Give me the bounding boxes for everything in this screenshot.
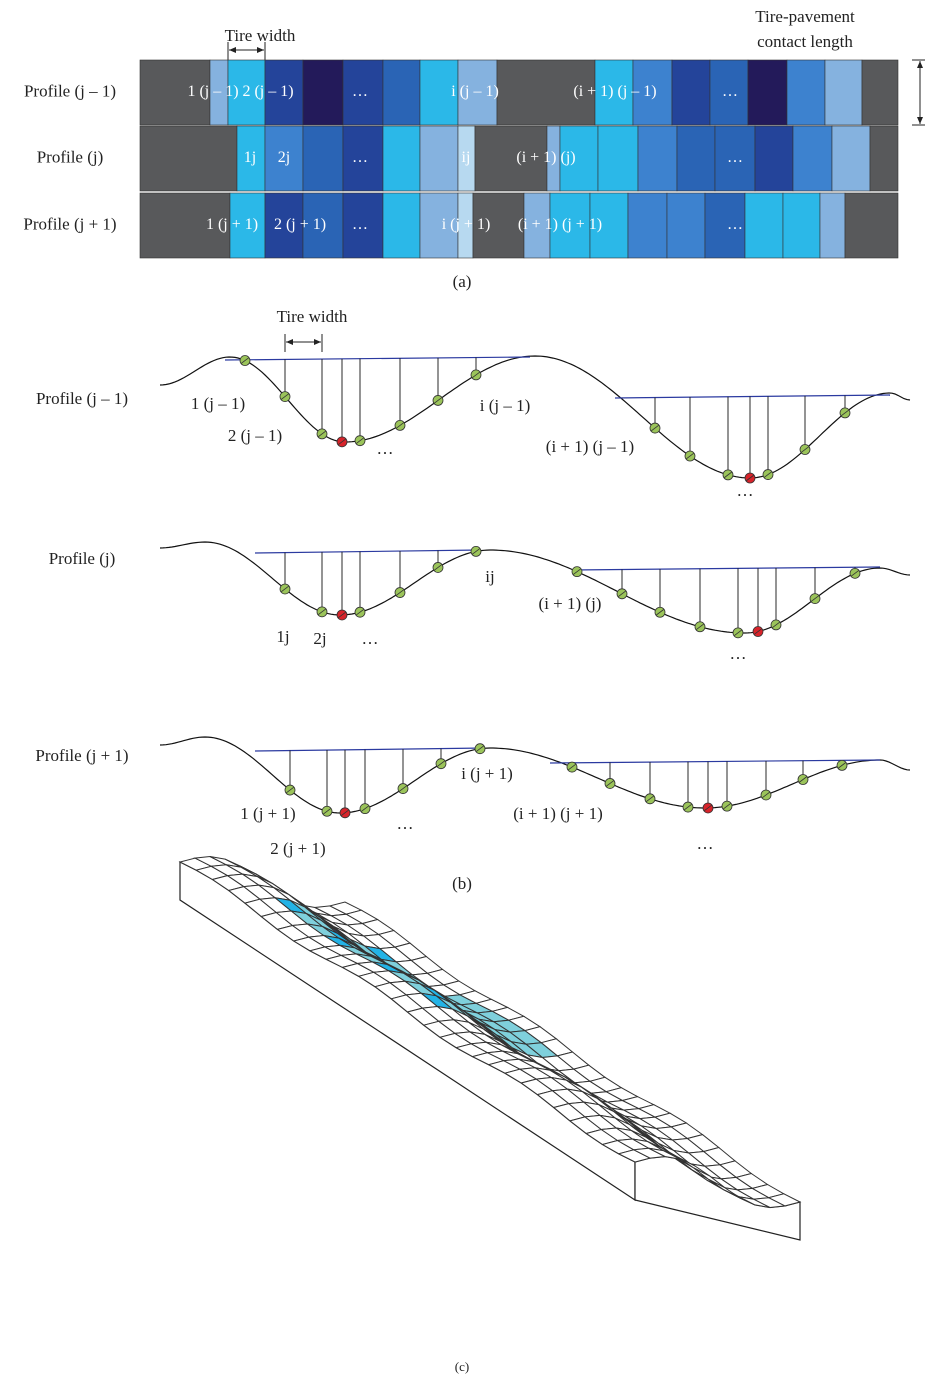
cell: [638, 126, 677, 191]
cell: [870, 126, 898, 191]
cell-label: 2j: [278, 149, 290, 166]
cell-label: i (j – 1): [451, 83, 499, 100]
cell: [820, 193, 845, 258]
profile-label: Profile (j + 1): [35, 746, 128, 765]
slab-side: [180, 862, 635, 1200]
cell-label: 1 (j + 1): [206, 216, 258, 233]
cell: [825, 60, 862, 125]
tire-width-label: Tire width: [225, 26, 296, 45]
point-label: (i + 1) (j + 1): [513, 804, 603, 823]
profile-label: Profile (j – 1): [36, 389, 128, 408]
point-label: 2j: [313, 629, 326, 648]
row-label: Profile (j + 1): [23, 214, 116, 233]
cell-label: 2 (j + 1): [274, 216, 326, 233]
cell: [383, 193, 420, 258]
point-label: …: [737, 481, 754, 500]
contact-length-label: contact length: [757, 32, 853, 51]
point-label: (i + 1) (j – 1): [546, 437, 634, 456]
cell-label: …: [352, 216, 368, 233]
cell-label: 2 (j – 1): [242, 83, 293, 100]
cell: [303, 60, 343, 125]
cell: [677, 126, 715, 191]
cell: [845, 193, 898, 258]
point-label: 2 (j – 1): [228, 426, 282, 445]
cell: [667, 193, 705, 258]
caption: (a): [453, 272, 472, 291]
cell-label: (i + 1) (j – 1): [573, 83, 656, 100]
reference-line: [572, 567, 880, 570]
point-label: …: [377, 439, 394, 458]
point-label: …: [697, 834, 714, 853]
point-label: i (j – 1): [480, 396, 531, 415]
cell: [745, 193, 783, 258]
cell: [140, 126, 237, 191]
point-label: 2 (j + 1): [270, 839, 325, 858]
point-label: 1j: [276, 627, 289, 646]
point-label: ij: [485, 567, 494, 586]
point-label: …: [397, 814, 414, 833]
cell-label: 1j: [244, 149, 256, 166]
cell: [862, 60, 898, 125]
cell: [755, 126, 793, 191]
cell-label: …: [727, 149, 743, 166]
cell: [420, 126, 458, 191]
caption: (c): [455, 1359, 469, 1374]
cell: [787, 60, 825, 125]
cell: [672, 60, 710, 125]
reference-line: [225, 357, 530, 360]
profile-curve: [160, 542, 910, 633]
reference-line: [255, 748, 485, 751]
row-label: Profile (j): [37, 147, 104, 166]
cell: [793, 126, 832, 191]
cell: [383, 60, 420, 125]
row-label: Profile (j – 1): [24, 81, 116, 100]
cell-label: …: [352, 83, 368, 100]
figure: Tire width Tire-pavement contact length …: [0, 0, 925, 1384]
reference-line: [615, 395, 890, 398]
cell: [628, 193, 667, 258]
cell-label: 1 (j – 1): [187, 83, 238, 100]
reference-line: [550, 760, 880, 763]
cell: [383, 126, 420, 191]
point-label: …: [730, 644, 747, 663]
cell-label: (i + 1) (j + 1): [518, 216, 602, 233]
profile-label: Profile (j): [49, 549, 116, 568]
cell-label: …: [722, 83, 738, 100]
reference-line: [255, 550, 480, 553]
caption: (b): [452, 874, 472, 893]
cell: [748, 60, 787, 125]
cell: [303, 126, 343, 191]
point-label: 1 (j – 1): [191, 394, 245, 413]
point-label: 1 (j + 1): [240, 804, 295, 823]
contact-length-label: Tire-pavement: [755, 7, 855, 26]
point-label: (i + 1) (j): [539, 594, 602, 613]
profile-curve: [160, 737, 910, 813]
point-label: i (j + 1): [461, 764, 513, 783]
cell-label: …: [727, 216, 743, 233]
cell-label: i (j + 1): [442, 216, 491, 233]
cell: [832, 126, 870, 191]
profile-curve: [160, 356, 910, 478]
tire-width-label: Tire width: [277, 307, 348, 326]
cell: [783, 193, 820, 258]
cell: [598, 126, 638, 191]
cell-label: (i + 1) (j): [516, 149, 575, 166]
point-label: …: [362, 629, 379, 648]
cell-label: ij: [462, 149, 471, 166]
cell-label: …: [352, 149, 368, 166]
